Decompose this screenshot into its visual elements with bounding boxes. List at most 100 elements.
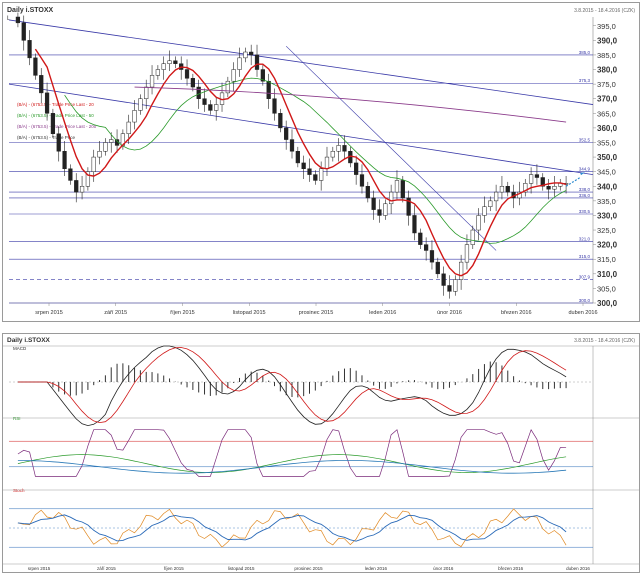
- candle-body: [470, 229, 475, 245]
- candle-body: [371, 197, 376, 210]
- candle-body: [85, 171, 91, 187]
- candle-body: [260, 69, 265, 82]
- candle-body: [231, 69, 236, 82]
- legend-price: (B/A) - (6753.5) - Trade Price: [17, 135, 76, 140]
- y-tick-label: 300,0: [597, 299, 618, 308]
- y-tick-label: 360,0: [597, 124, 618, 133]
- ma50-line: [64, 77, 567, 244]
- candle-body: [161, 63, 166, 70]
- level-label: 336,0: [579, 193, 591, 198]
- y-tick-label: 330,0: [597, 211, 618, 220]
- candle-body: [453, 279, 458, 292]
- candle-body: [149, 75, 155, 88]
- price-chart-panel: Daily i.STOXX L 3.8.2015 - 18.4.2016 (CZ…: [2, 2, 640, 322]
- macd-signal-line: [17, 347, 567, 424]
- y-tick-label: 305,0: [597, 284, 616, 293]
- chart-date-range: 3.8.2015 - 18.4.2016 (CZK): [574, 8, 635, 14]
- candle-body: [289, 139, 295, 152]
- rsi-line: [17, 428, 567, 477]
- candle-body: [254, 54, 260, 70]
- rsi-label: RSI: [13, 416, 21, 421]
- candle-body: [79, 186, 85, 193]
- legend-ma50: (B/A) - (6753.5) - Trade Price Last - 50: [17, 113, 94, 118]
- candle-body: [249, 51, 254, 56]
- candle-body: [505, 186, 510, 193]
- legend: (B/A) - (6753.5) - Trade Price Last - 20…: [17, 102, 97, 140]
- candle-body: [330, 150, 335, 158]
- candle-body: [429, 250, 435, 263]
- candle-body: [138, 98, 143, 111]
- candle-body: [534, 174, 540, 178]
- y-tick-label: 385,0: [597, 51, 616, 60]
- candle-body: [493, 191, 499, 202]
- trendline-upper: [8, 19, 594, 105]
- candle-body: [167, 60, 172, 64]
- stoch-label: Stoch: [13, 488, 25, 493]
- x-tick-label: leden 2016: [369, 310, 396, 316]
- price-chart[interactable]: Daily i.STOXX L 3.8.2015 - 18.4.2016 (CZ…: [3, 3, 639, 321]
- candle-body: [44, 92, 50, 114]
- macd-label: MACD: [13, 346, 27, 351]
- indicator-panel: Daily i.STOXX 3.8.2015 - 18.4.2016 (CZK)…: [2, 333, 640, 573]
- level-label: 344,9: [579, 167, 591, 172]
- candle-body: [552, 186, 557, 190]
- candle-body: [196, 86, 201, 99]
- x-tick-label: prosinec 2015: [299, 310, 334, 316]
- lower-x-tick-label: srpen 2015: [28, 566, 51, 571]
- candle-body: [39, 75, 44, 94]
- candle-body: [284, 127, 289, 140]
- lower-x-tick-label: prosinec 2015: [294, 566, 323, 571]
- candle-body: [132, 110, 137, 123]
- y-tick-label: 365,0: [597, 109, 616, 118]
- x-tick-label: duben 2016: [568, 310, 597, 316]
- x-tick-label: srpen 2015: [35, 310, 63, 316]
- candle-body: [27, 40, 32, 59]
- y-tick-label: 350,0: [597, 153, 618, 162]
- candle-body: [103, 142, 108, 152]
- x-tick-label: listopad 2015: [233, 310, 266, 316]
- chart-title: Daily i.STOXX: [7, 7, 53, 14]
- candle-body: [394, 180, 400, 193]
- candle-body: [482, 206, 487, 216]
- y-tick-label: 325,0: [597, 226, 616, 235]
- candle-body: [383, 203, 388, 216]
- di-line: [17, 460, 567, 474]
- candle-body: [91, 156, 96, 172]
- candle-body: [301, 162, 306, 170]
- candle-body: [56, 133, 61, 152]
- ma200-line: [134, 86, 567, 123]
- legend-ma200: (B/A) - (6753.5) - Trade Price Last - 20…: [17, 124, 97, 129]
- candle-body: [190, 78, 195, 88]
- level-label: 307,9: [579, 275, 591, 280]
- y-tick-label: 315,0: [597, 255, 616, 264]
- adx-line: [17, 454, 567, 473]
- chart-subtitle: L: [7, 16, 11, 22]
- candle-body: [184, 69, 190, 79]
- candle-body: [278, 113, 283, 129]
- indicator-chart[interactable]: Daily i.STOXX 3.8.2015 - 18.4.2016 (CZK)…: [3, 334, 639, 572]
- x-tick-label: říjen 2015: [170, 310, 194, 316]
- lower-x-tick-label: listopad 2015: [228, 566, 255, 571]
- x-tick-label: září 2015: [104, 310, 127, 316]
- candle-body: [546, 186, 551, 190]
- level-label: 321,0: [579, 237, 591, 242]
- candle-body: [313, 174, 318, 181]
- candle-body: [173, 60, 178, 64]
- lower-x-tick-label: září 2015: [97, 566, 116, 571]
- macd-line: [17, 345, 567, 427]
- candle-body: [237, 57, 242, 70]
- candle-body: [243, 51, 248, 59]
- candle-body: [126, 121, 131, 134]
- y-tick-label: 310,0: [597, 270, 618, 279]
- candle-body: [225, 80, 230, 94]
- candle-body: [412, 215, 417, 234]
- level-label: 375,3: [579, 78, 591, 83]
- candle-body: [324, 156, 330, 170]
- x-tick-label: únor 2016: [437, 310, 462, 316]
- candle-body: [97, 150, 102, 158]
- candle-body: [523, 183, 528, 193]
- candle-body: [528, 174, 534, 184]
- y-tick-label: 395,0: [597, 22, 616, 31]
- candle-body: [418, 232, 423, 245]
